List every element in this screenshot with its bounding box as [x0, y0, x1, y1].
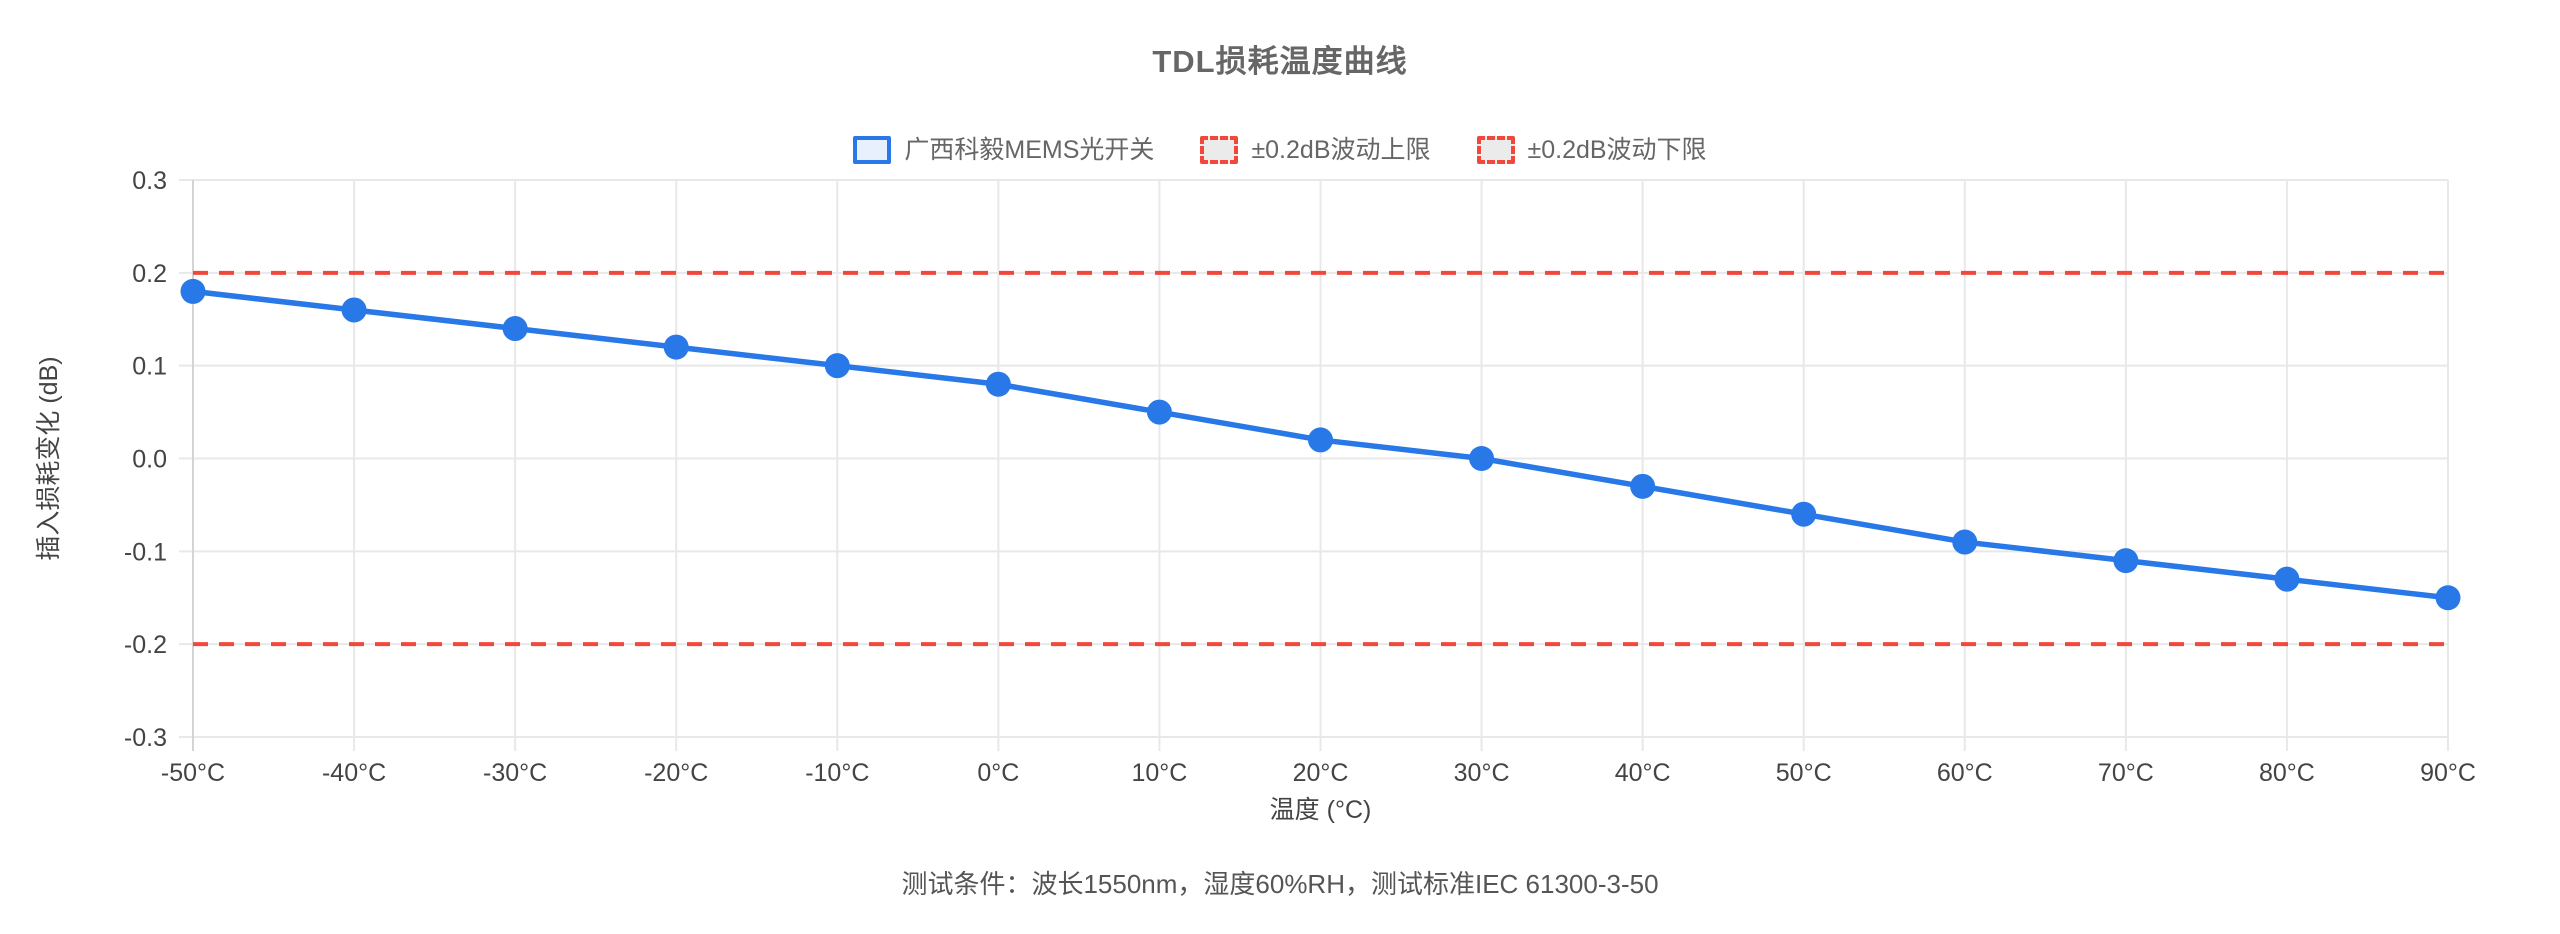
data-point[interactable] — [341, 297, 367, 323]
x-tick-label: 30°C — [1454, 759, 1510, 787]
y-tick-label: -0.1 — [124, 538, 167, 566]
legend-label: ±0.2dB波动上限 — [1251, 135, 1431, 164]
data-point[interactable] — [2274, 566, 2300, 592]
x-tick-label: 90°C — [2420, 759, 2476, 787]
test-conditions-note: 测试条件：波长1550nm，湿度60%RH，测试标准IEC 61300-3-50 — [901, 869, 1659, 899]
limit-swatch-icon — [1476, 136, 1515, 164]
x-tick-label: -50°C — [161, 759, 225, 787]
data-point[interactable] — [663, 334, 689, 360]
y-tick-label: 0.1 — [132, 353, 167, 381]
y-axis-title: 插入损耗变化 (dB) — [35, 356, 63, 560]
series-swatch-icon — [853, 136, 892, 164]
data-point[interactable] — [2113, 548, 2139, 574]
data-point[interactable] — [1308, 427, 1333, 453]
data-point[interactable] — [985, 371, 1011, 397]
x-tick-label: 20°C — [1293, 759, 1349, 787]
x-tick-label: -10°C — [805, 759, 869, 787]
y-tick-label: 0.0 — [132, 446, 167, 474]
legend-item-0[interactable]: 广西科毅MEMS光开关 — [853, 136, 1154, 164]
x-axis-title: 温度 (°C) — [1270, 796, 1372, 824]
y-tick-label: -0.3 — [124, 724, 167, 752]
legend-item-2[interactable]: ±0.2dB波动下限 — [1476, 135, 1707, 164]
legend: 广西科毅MEMS光开关 ±0.2dB波动上限 ±0.2dB波动下限 — [0, 133, 2560, 167]
y-tick-label: -0.2 — [124, 631, 167, 659]
x-tick-label: 60°C — [1937, 759, 1993, 787]
data-point[interactable] — [2435, 585, 2461, 611]
legend-label: ±0.2dB波动下限 — [1527, 135, 1707, 164]
legend-item-1[interactable]: ±0.2dB波动上限 — [1200, 135, 1431, 164]
data-point[interactable] — [1630, 473, 1656, 499]
data-point[interactable] — [1952, 529, 1978, 555]
x-tick-label: -40°C — [322, 759, 386, 787]
x-tick-label: 80°C — [2259, 759, 2315, 787]
x-tick-label: 40°C — [1615, 759, 1671, 787]
data-point[interactable] — [1146, 399, 1172, 425]
x-tick-label: 50°C — [1776, 759, 1832, 787]
x-tick-label: 70°C — [2098, 759, 2154, 787]
data-point[interactable] — [824, 353, 850, 379]
data-point[interactable] — [180, 278, 206, 304]
x-tick-label: 10°C — [1131, 759, 1187, 787]
y-tick-label: 0.2 — [132, 260, 167, 288]
data-point[interactable] — [1791, 501, 1817, 527]
limit-swatch-icon — [1200, 136, 1239, 164]
x-tick-label: 0°C — [977, 759, 1019, 787]
legend-label: 广西科毅MEMS光开关 — [904, 135, 1155, 164]
x-tick-label: -20°C — [644, 759, 708, 787]
data-point[interactable] — [1469, 446, 1495, 471]
y-tick-label: 0.3 — [132, 167, 167, 195]
x-tick-label: -30°C — [483, 759, 547, 787]
chart-title: TDL损耗温度曲线 — [1152, 44, 1408, 79]
data-point[interactable] — [502, 316, 528, 342]
